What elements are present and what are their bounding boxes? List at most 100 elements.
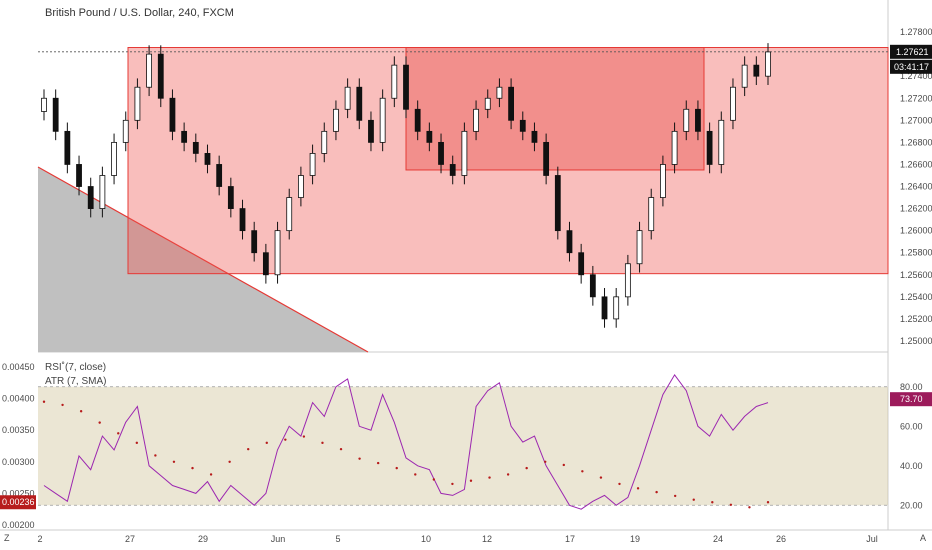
candle-body	[181, 130, 188, 143]
candle-body	[543, 141, 550, 176]
time-tick-label: 26	[776, 534, 786, 544]
atr-dot	[191, 466, 194, 470]
atr-dot	[711, 501, 714, 504]
countdown-tag	[890, 59, 932, 74]
price-tick-label: 1.26600	[900, 159, 932, 169]
atr-dot	[209, 473, 213, 476]
candle-body	[356, 86, 363, 121]
atr-dot	[154, 454, 157, 457]
last-price-tag	[890, 44, 932, 59]
candle-body	[403, 64, 409, 110]
candle-body	[298, 175, 304, 198]
candle-body	[239, 208, 246, 232]
atr-tick-label: 0.00200	[2, 520, 35, 530]
price-tick-label: 1.27400	[900, 71, 932, 81]
candle-body	[64, 130, 71, 165]
candle-body	[227, 186, 234, 209]
candle-body	[274, 230, 281, 276]
candle-body	[87, 186, 94, 209]
atr-dot	[599, 476, 603, 479]
candle-body	[146, 53, 152, 88]
atr-dot	[748, 506, 751, 509]
time-tick-label: 5	[335, 534, 340, 544]
time-tick-label: Jun	[271, 534, 286, 544]
candle-body	[344, 86, 351, 110]
time-tick-label: 2	[37, 534, 42, 544]
candle-body	[636, 230, 643, 265]
rsi-tick-label: 20.00	[900, 500, 923, 510]
price-tick-label: 1.26400	[900, 182, 932, 192]
candle-body	[414, 108, 421, 132]
candle-body	[251, 230, 258, 254]
candle-body	[601, 296, 608, 320]
candle-body	[169, 97, 176, 132]
time-tick-label: 24	[713, 534, 723, 544]
candle-body	[204, 153, 211, 165]
candle-body	[157, 53, 164, 99]
atr-dot	[42, 400, 46, 403]
atr-dot	[655, 490, 658, 494]
atr-dot	[302, 435, 306, 438]
chart-title: British Pound / U.S. Dollar, 240, FXCM	[45, 7, 234, 19]
atr-dot	[321, 441, 324, 445]
candle-body	[765, 51, 771, 77]
candle-body	[41, 97, 47, 112]
candle-body	[554, 175, 561, 232]
price-tick-label: 1.26000	[900, 226, 932, 236]
atr-dot	[247, 447, 250, 451]
rsi-tick-label: 80.00	[900, 382, 923, 392]
candle-body	[531, 130, 538, 143]
atr-dot	[284, 438, 287, 441]
price-tick-label: 1.25600	[900, 270, 932, 280]
candle-body	[519, 119, 526, 132]
candle-body	[671, 130, 678, 165]
atr-dot	[376, 461, 380, 465]
atr-dot	[432, 478, 436, 481]
atr-dot	[265, 441, 268, 445]
price-tick-label: 1.27200	[900, 93, 932, 103]
candle-body	[718, 119, 725, 165]
rsi-value-tag	[890, 392, 932, 407]
countdown-value: 03:41:17	[894, 62, 929, 72]
candle-body	[741, 64, 748, 88]
price-tick-label: 1.25800	[900, 248, 932, 258]
candle-body	[578, 252, 585, 276]
time-tick-label: 10	[421, 534, 431, 544]
candle-body	[391, 64, 398, 99]
time-tick-label: 19	[630, 534, 640, 544]
atr-tick-label: 0.00250	[2, 488, 35, 498]
time-tick-label: 29	[198, 534, 208, 544]
resistance-box	[405, 47, 705, 171]
candle-body	[660, 164, 666, 198]
candle-body	[192, 141, 199, 154]
atr-dot	[618, 482, 621, 486]
indicator-pane: 0.004500.004000.003500.003000.002500.002…	[0, 362, 932, 530]
candle-body	[566, 230, 573, 254]
candle-body	[438, 141, 444, 165]
candle-body	[286, 197, 293, 232]
candle-body	[730, 86, 736, 121]
atr-value-tag	[0, 495, 36, 510]
candle-body	[309, 153, 316, 176]
atr-dot	[61, 403, 64, 407]
rsi-label: RSI˚(7, close)	[45, 361, 106, 373]
candle-body	[426, 130, 433, 143]
candle-body	[461, 130, 468, 176]
atr-dot	[581, 470, 584, 473]
atr-tick-label: 0.00400	[2, 394, 35, 404]
time-tick-label: 27	[125, 534, 135, 544]
candle-body	[134, 86, 141, 121]
candle-body	[122, 119, 129, 143]
candle-body	[484, 97, 491, 110]
candle-body	[706, 130, 713, 165]
candle-body	[216, 164, 223, 187]
candle-body	[449, 164, 456, 176]
atr-dot	[766, 501, 770, 504]
atr-dot	[79, 410, 83, 413]
candle-body	[648, 197, 655, 232]
last-price-value: 1.27621	[896, 47, 929, 57]
candle-body	[262, 252, 269, 276]
atr-dot	[395, 466, 398, 470]
